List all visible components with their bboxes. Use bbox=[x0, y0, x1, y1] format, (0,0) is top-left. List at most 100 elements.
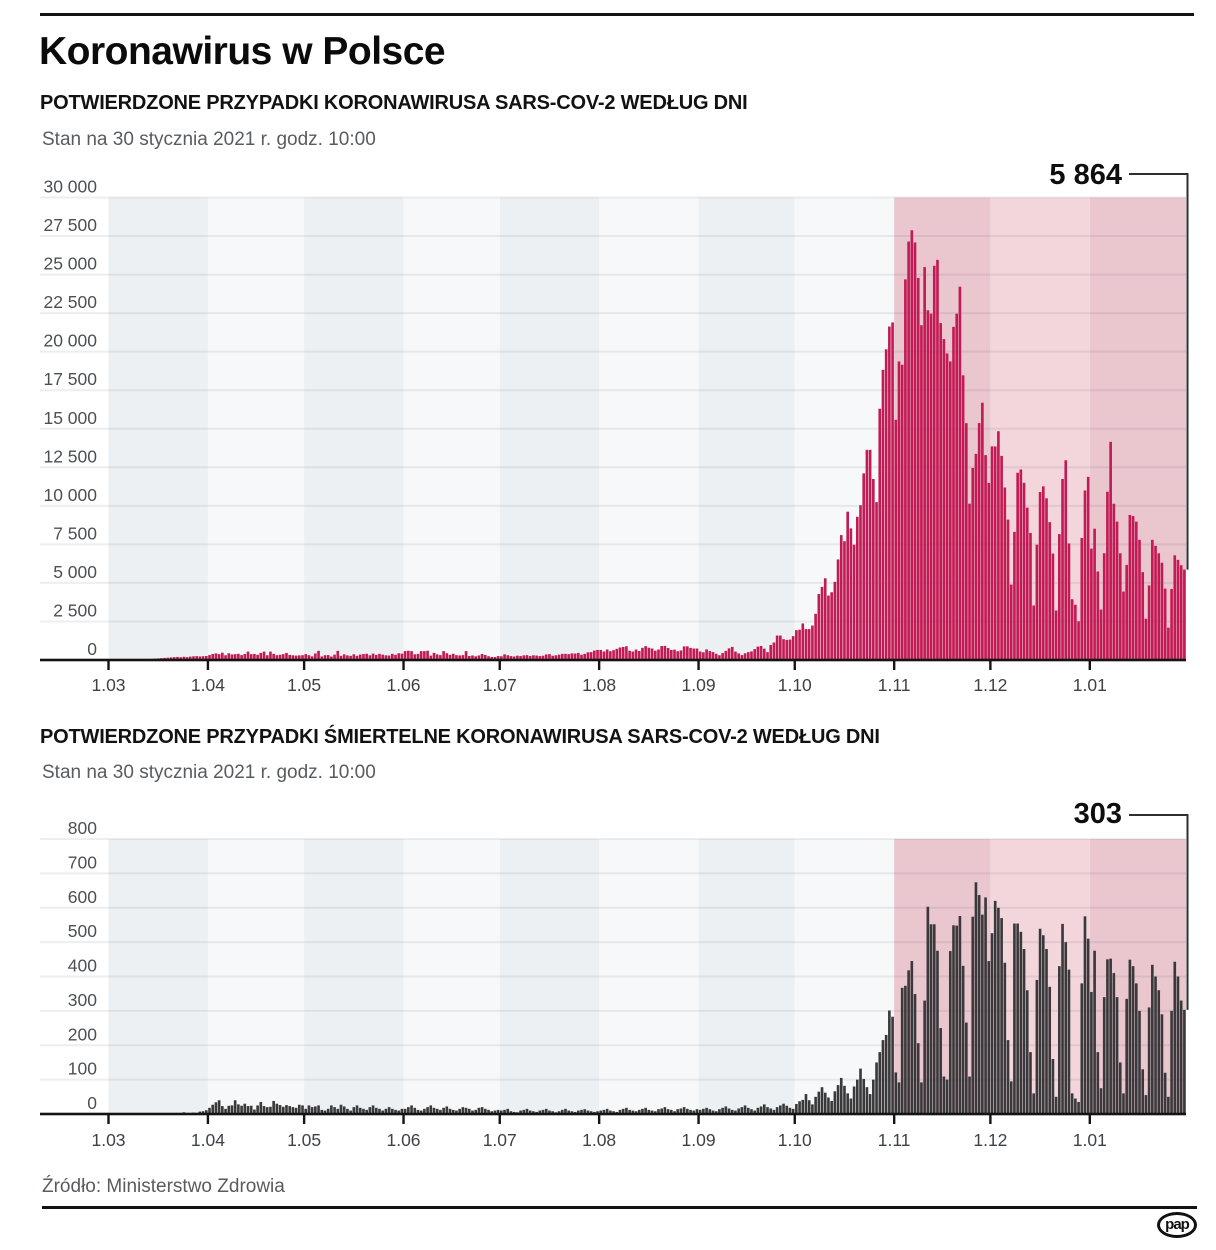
bar bbox=[981, 402, 984, 660]
bar bbox=[843, 541, 846, 660]
y-tick-label: 300 bbox=[68, 990, 97, 1010]
bar bbox=[631, 651, 635, 660]
bar bbox=[737, 653, 740, 660]
bar bbox=[259, 652, 263, 660]
bar bbox=[259, 1101, 263, 1114]
bar bbox=[525, 655, 529, 660]
bar bbox=[775, 635, 779, 660]
bar bbox=[929, 313, 933, 660]
bar bbox=[891, 1016, 894, 1114]
bar bbox=[390, 653, 394, 660]
chart-cases-heading: POTWIERDZONE PRZYPADKI KORONAWIRUSA SARS… bbox=[40, 92, 748, 114]
bar bbox=[663, 645, 667, 660]
bar bbox=[865, 449, 869, 660]
bar bbox=[1022, 949, 1026, 1114]
bar bbox=[849, 528, 853, 660]
bar bbox=[419, 1110, 423, 1114]
bar bbox=[339, 655, 343, 660]
bar bbox=[217, 654, 221, 660]
bar bbox=[294, 1107, 298, 1114]
bar bbox=[727, 1108, 731, 1114]
bar bbox=[467, 1108, 471, 1114]
bar bbox=[695, 648, 699, 660]
bar bbox=[846, 511, 849, 660]
bar bbox=[653, 650, 657, 660]
bar bbox=[734, 1110, 737, 1114]
bar bbox=[355, 1105, 359, 1114]
bar bbox=[718, 1109, 721, 1114]
bar bbox=[743, 1105, 747, 1114]
bar bbox=[589, 652, 593, 660]
bar bbox=[256, 1105, 259, 1114]
bar bbox=[522, 1109, 526, 1114]
bar bbox=[1003, 487, 1007, 660]
bar bbox=[621, 1108, 625, 1114]
bar bbox=[233, 654, 237, 660]
bar bbox=[227, 653, 231, 660]
bar bbox=[1061, 479, 1064, 660]
bar bbox=[326, 1108, 330, 1114]
bar bbox=[474, 1109, 477, 1114]
bar bbox=[1173, 961, 1177, 1114]
bar bbox=[230, 654, 234, 660]
bar bbox=[307, 1105, 311, 1114]
bar bbox=[817, 1091, 821, 1114]
bar bbox=[769, 1108, 773, 1114]
bar bbox=[1102, 997, 1106, 1114]
bar bbox=[791, 636, 795, 660]
bar bbox=[788, 1107, 792, 1114]
bar bbox=[349, 1110, 352, 1114]
bar bbox=[644, 646, 647, 660]
y-tick-label: 25 000 bbox=[43, 254, 97, 274]
bar bbox=[560, 653, 564, 660]
bar bbox=[734, 651, 737, 660]
y-tick-label: 100 bbox=[68, 1059, 97, 1079]
bar bbox=[448, 654, 452, 660]
bar bbox=[253, 1109, 256, 1114]
bar bbox=[1000, 918, 1003, 1114]
bar bbox=[801, 1099, 805, 1114]
bar bbox=[884, 349, 888, 660]
bar bbox=[442, 1107, 445, 1114]
bar bbox=[288, 1106, 292, 1114]
bar bbox=[573, 653, 577, 660]
bar bbox=[1157, 990, 1161, 1114]
y-axis-labels: 0 2 500 5 000 7 500 10 000 12 500 15 000 17 500… bbox=[43, 177, 97, 660]
bar bbox=[971, 916, 975, 1114]
bar bbox=[477, 1107, 481, 1114]
bar bbox=[955, 313, 959, 660]
bar bbox=[224, 655, 227, 660]
bar bbox=[528, 1110, 532, 1114]
bar bbox=[560, 1109, 564, 1114]
bar bbox=[544, 654, 548, 660]
bar bbox=[679, 1108, 683, 1114]
bar bbox=[855, 516, 859, 660]
bar bbox=[894, 1072, 898, 1114]
bar bbox=[862, 1078, 866, 1114]
bar bbox=[413, 654, 417, 660]
bar bbox=[304, 654, 308, 660]
bar bbox=[1009, 1081, 1013, 1114]
bar bbox=[1045, 498, 1048, 660]
bar bbox=[759, 1106, 763, 1114]
bar bbox=[968, 1076, 971, 1114]
bar bbox=[416, 653, 420, 660]
bar bbox=[596, 649, 599, 660]
bar bbox=[833, 581, 837, 660]
x-tick-label: 1.12 bbox=[973, 1130, 1007, 1150]
bar bbox=[1147, 1007, 1151, 1114]
bar bbox=[682, 1107, 686, 1114]
bar bbox=[1173, 555, 1177, 660]
bar bbox=[1041, 486, 1045, 660]
chart-cases-subtitle: Stan na 30 stycznia 2021 r. godz. 10:00 bbox=[42, 129, 376, 150]
bar bbox=[390, 1108, 394, 1114]
bar bbox=[1041, 935, 1045, 1114]
callout-value: 5 864 bbox=[1049, 160, 1122, 191]
bar bbox=[310, 656, 314, 660]
bar bbox=[474, 656, 477, 660]
bar bbox=[1167, 1096, 1170, 1114]
bar bbox=[724, 650, 728, 660]
bar bbox=[458, 1108, 461, 1114]
bar bbox=[762, 648, 766, 660]
